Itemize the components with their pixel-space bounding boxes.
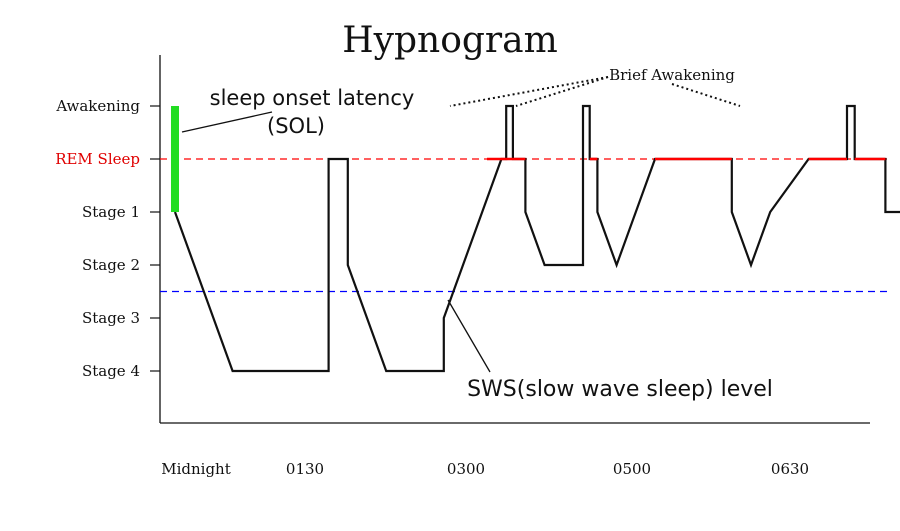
x-tick-label-0: Midnight bbox=[161, 460, 231, 478]
sws-pointer-line bbox=[447, 299, 491, 373]
y-tick-label-4: Stage 3 bbox=[82, 309, 140, 327]
x-tick-label-3: 0500 bbox=[613, 460, 651, 478]
brief-awakening-label: Brief Awakening bbox=[609, 66, 735, 84]
x-tick-labels: Midnight 0130 0300 0500 0630 bbox=[161, 460, 809, 478]
brief-awakening-pointers bbox=[449, 76, 741, 107]
hypnogram-line bbox=[173, 104, 900, 373]
sol-pointer-line bbox=[181, 111, 273, 133]
y-tick-label-5: Stage 4 bbox=[82, 362, 140, 380]
axes bbox=[159, 55, 870, 424]
y-tick-labels: Awakening REM Sleep Stage 1 Stage 2 Stage 3 S… bbox=[55, 97, 160, 380]
y-tick-label-3: Stage 2 bbox=[82, 256, 140, 274]
chart-title: Hypnogram bbox=[342, 20, 558, 61]
y-tick-label-0: Awakening bbox=[55, 97, 140, 115]
x-tick-label-1: 0130 bbox=[286, 460, 324, 478]
x-tick-label-2: 0300 bbox=[447, 460, 485, 478]
y-tick-label-2: Stage 1 bbox=[82, 203, 140, 221]
sol-annotation-line1: sleep onset latency bbox=[210, 86, 415, 110]
sws-annotation: SWS(slow wave sleep) level bbox=[467, 377, 773, 402]
sol-annotation-line2: (SOL) bbox=[267, 114, 325, 138]
y-tick-label-1: REM Sleep bbox=[55, 150, 140, 168]
series-layer bbox=[171, 104, 900, 373]
x-tick-label-4: 0630 bbox=[771, 460, 809, 478]
